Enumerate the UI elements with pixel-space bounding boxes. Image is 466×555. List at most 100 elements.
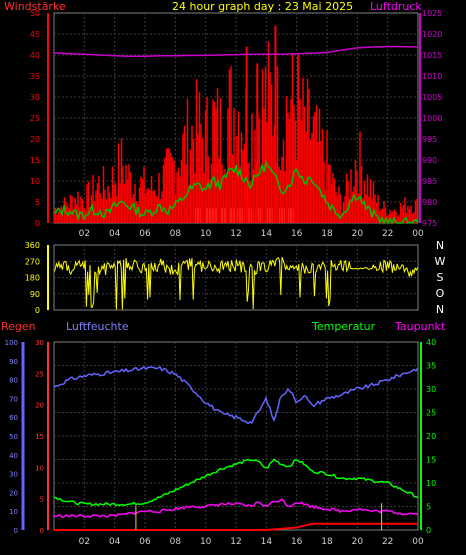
compass-w-1: W bbox=[435, 255, 446, 268]
regen-label: Regen bbox=[1, 320, 36, 333]
humidity-tick-90: 90 bbox=[9, 358, 18, 366]
humidity-tick-20: 20 bbox=[9, 489, 18, 497]
chart-title: 24 hour graph day : 23 Mai 2025 bbox=[172, 0, 353, 13]
p1-left-tick-15: 15 bbox=[30, 156, 40, 165]
p2-tick-360: 360 bbox=[25, 241, 40, 250]
p1-left-tick-50: 50 bbox=[30, 9, 40, 18]
rain-line bbox=[54, 522, 418, 531]
p2-tick-270: 270 bbox=[25, 257, 40, 266]
rain-tick-20: 20 bbox=[35, 402, 44, 410]
humidity-tick-10: 10 bbox=[9, 508, 18, 516]
wind-direction-line bbox=[53, 256, 419, 310]
p1-right-tick-980: 980 bbox=[422, 198, 437, 207]
p1-right-tick-1015: 1015 bbox=[422, 51, 442, 60]
wind-pressure-panel: 0510152025303540455097598098599099510001… bbox=[30, 9, 443, 239]
temp-tick-40: 40 bbox=[426, 338, 436, 347]
p3-x-tick-14: 14 bbox=[261, 537, 273, 547]
p1-x-tick-00: 00 bbox=[412, 229, 424, 239]
temperature-line bbox=[53, 458, 419, 507]
p1-left-tick-20: 20 bbox=[30, 135, 40, 144]
p1-right-tick-985: 985 bbox=[422, 177, 437, 186]
temp-tick-30: 30 bbox=[426, 385, 436, 394]
p1-right-tick-1020: 1020 bbox=[422, 30, 442, 39]
luftfeuchte-label: Luftfeuchte bbox=[66, 320, 129, 333]
pressure-line bbox=[53, 45, 419, 58]
rain-tick-25: 25 bbox=[35, 370, 44, 378]
compass-o-3: O bbox=[436, 287, 445, 300]
p3-x-tick-18: 18 bbox=[321, 537, 333, 547]
rain-tick-0: 0 bbox=[40, 527, 44, 535]
humidity-line bbox=[53, 365, 419, 425]
p3-x-tick-06: 06 bbox=[139, 537, 151, 547]
dewpoint-line bbox=[53, 498, 419, 519]
p1-x-tick-16: 16 bbox=[291, 229, 303, 239]
p1-x-tick-04: 04 bbox=[109, 229, 121, 239]
gust-line bbox=[53, 159, 419, 225]
temp-tick-20: 20 bbox=[426, 432, 436, 441]
temp-tick-15: 15 bbox=[426, 456, 436, 465]
humidity-tick-40: 40 bbox=[9, 452, 18, 460]
p1-right-tick-1025: 1025 bbox=[422, 9, 442, 18]
p3-x-tick-00: 00 bbox=[412, 537, 424, 547]
p1-left-tick-45: 45 bbox=[30, 30, 40, 39]
p1-right-tick-1010: 1010 bbox=[422, 72, 442, 81]
p1-left-tick-10: 10 bbox=[30, 177, 40, 186]
temp-tick-25: 25 bbox=[426, 409, 436, 418]
p3-x-tick-22: 22 bbox=[382, 537, 393, 547]
temp-tick-0: 0 bbox=[426, 526, 431, 535]
temp-tick-5: 5 bbox=[426, 503, 431, 512]
temp-tick-10: 10 bbox=[426, 479, 436, 488]
taupunkt-label: Taupunkt bbox=[394, 320, 446, 333]
p1-x-tick-18: 18 bbox=[321, 229, 333, 239]
p3-x-tick-12: 12 bbox=[230, 537, 241, 547]
p1-left-tick-30: 30 bbox=[30, 93, 40, 102]
p1-x-tick-12: 12 bbox=[230, 229, 241, 239]
p2-tick-180: 180 bbox=[25, 274, 40, 283]
p3-x-tick-10: 10 bbox=[200, 537, 212, 547]
p1-x-tick-08: 08 bbox=[170, 229, 182, 239]
humidity-tick-0: 0 bbox=[14, 527, 18, 535]
windstaerke-label: Windstärke bbox=[4, 0, 66, 13]
temp-tick-35: 35 bbox=[426, 362, 436, 371]
humidity-tick-80: 80 bbox=[9, 377, 18, 385]
p1-x-tick-20: 20 bbox=[352, 229, 364, 239]
weather-panel: 0102030405060708090100051015202530051015… bbox=[5, 338, 437, 547]
p2-tick-90: 90 bbox=[30, 290, 40, 299]
p1-x-tick-10: 10 bbox=[200, 229, 212, 239]
p1-x-tick-22: 22 bbox=[382, 229, 393, 239]
p1-right-tick-990: 990 bbox=[422, 156, 437, 165]
humidity-tick-50: 50 bbox=[9, 433, 18, 441]
humidity-tick-60: 60 bbox=[9, 414, 18, 422]
humidity-tick-100: 100 bbox=[5, 339, 18, 347]
p1-x-tick-02: 02 bbox=[79, 229, 90, 239]
luftdruck-label: Luftdruck bbox=[370, 0, 422, 13]
p3-x-tick-20: 20 bbox=[352, 537, 364, 547]
humidity-tick-30: 30 bbox=[9, 471, 18, 479]
p1-left-tick-35: 35 bbox=[30, 72, 40, 81]
compass-n-4: N bbox=[436, 303, 444, 316]
p1-right-tick-1000: 1000 bbox=[422, 114, 442, 123]
p3-x-tick-04: 04 bbox=[109, 537, 121, 547]
p1-left-tick-0: 0 bbox=[35, 219, 40, 228]
p1-x-tick-14: 14 bbox=[261, 229, 273, 239]
rain-tick-15: 15 bbox=[35, 433, 44, 441]
rain-tick-5: 5 bbox=[40, 496, 44, 504]
p1-left-tick-5: 5 bbox=[35, 198, 40, 207]
temperatur-label: Temperatur bbox=[311, 320, 376, 333]
compass-s-2: S bbox=[437, 271, 444, 284]
p1-left-tick-40: 40 bbox=[30, 51, 40, 60]
rain-tick-30: 30 bbox=[35, 339, 44, 347]
p2-tick-0: 0 bbox=[35, 306, 40, 315]
compass-n-0: N bbox=[436, 239, 444, 252]
p1-right-tick-1005: 1005 bbox=[422, 93, 442, 102]
p3-x-tick-08: 08 bbox=[170, 537, 182, 547]
p1-right-tick-975: 975 bbox=[422, 219, 437, 228]
p1-right-tick-995: 995 bbox=[422, 135, 437, 144]
p1-x-tick-06: 06 bbox=[139, 229, 151, 239]
p3-x-tick-02: 02 bbox=[79, 537, 90, 547]
humidity-tick-70: 70 bbox=[9, 395, 18, 403]
rain-tick-10: 10 bbox=[35, 464, 44, 472]
p3-x-tick-16: 16 bbox=[291, 537, 303, 547]
